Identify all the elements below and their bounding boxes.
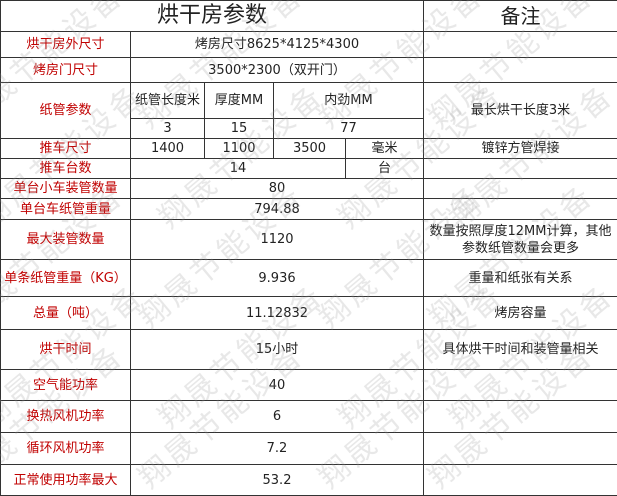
row-remark: 数量按照厚度12MM计算，其他参数纸管数量会更多	[424, 220, 617, 260]
row-label: 烤房门尺寸	[1, 58, 131, 83]
remark-header: 备注	[424, 1, 617, 32]
table-row: 推车尺寸 1400 1100 3500 毫米 镀锌方管焊接	[1, 139, 617, 159]
table-row: 空气能功率 40	[1, 370, 617, 401]
row-label: 总量（吨）	[1, 297, 131, 330]
cart-size-value: 1400	[131, 139, 205, 159]
tube-inner-diameter-value: 77	[274, 119, 424, 139]
row-label: 换热风机功率	[1, 401, 131, 433]
table-row: 烤房门尺寸 3500*2300（双开门）	[1, 58, 617, 83]
row-value: 53.2	[131, 465, 424, 496]
row-remark	[424, 179, 617, 199]
row-value: 40	[131, 370, 424, 401]
row-value: 11.12832	[131, 297, 424, 330]
table-row: 循环风机功率 7.2	[1, 433, 617, 465]
cart-size-unit: 毫米	[346, 139, 424, 159]
cart-size-value: 3500	[274, 139, 346, 159]
row-value: 9.936	[131, 260, 424, 297]
row-remark	[424, 159, 617, 179]
row-remark	[424, 32, 617, 58]
row-remark	[424, 401, 617, 433]
table-row: 最大装管数量 1120 数量按照厚度12MM计算，其他参数纸管数量会更多	[1, 220, 617, 260]
tube-length-value: 3	[131, 119, 205, 139]
row-label: 烘干时间	[1, 330, 131, 370]
row-label: 单条纸管重量（KG）	[1, 260, 131, 297]
row-remark: 镀锌方管焊接	[424, 139, 617, 159]
row-remark: 烤房容量	[424, 297, 617, 330]
table-row: 推车台数 14 台	[1, 159, 617, 179]
row-remark	[424, 465, 617, 496]
row-label: 烘干房外尺寸	[1, 32, 131, 58]
row-label: 最大装管数量	[1, 220, 131, 260]
row-value: 794.88	[131, 199, 424, 220]
row-value: 14	[131, 159, 346, 179]
tube-thickness-value: 15	[205, 119, 274, 139]
row-value: 烤房尺寸8625*4125*4300	[131, 32, 424, 58]
row-remark	[424, 58, 617, 83]
row-value: 15小时	[131, 330, 424, 370]
sub-header-thickness: 厚度MM	[205, 83, 274, 119]
row-remark	[424, 370, 617, 401]
row-label: 循环风机功率	[1, 433, 131, 465]
row-value: 1120	[131, 220, 424, 260]
table-row: 单台小车装管数量 80	[1, 179, 617, 199]
row-value: 80	[131, 179, 424, 199]
row-value: 3500*2300（双开门）	[131, 58, 424, 83]
table-row: 单条纸管重量（KG） 9.936 重量和纸张有关系	[1, 260, 617, 297]
table-row: 烘干房外尺寸 烤房尺寸8625*4125*4300	[1, 32, 617, 58]
row-label: 推车尺寸	[1, 139, 131, 159]
row-label: 单台车纸管重量	[1, 199, 131, 220]
row-label: 单台小车装管数量	[1, 179, 131, 199]
sub-header-length: 纸管长度米	[131, 83, 205, 119]
row-remark: 最长烘干长度3米	[424, 83, 617, 139]
cart-count-unit: 台	[346, 159, 424, 179]
row-remark: 具体烘干时间和装管量相关	[424, 330, 617, 370]
table-row: 换热风机功率 6	[1, 401, 617, 433]
table-row: 正常使用功率最大 53.2	[1, 465, 617, 496]
row-label: 纸管参数	[1, 83, 131, 139]
row-remark	[424, 433, 617, 465]
row-label: 正常使用功率最大	[1, 465, 131, 496]
row-remark	[424, 199, 617, 220]
cart-size-value: 1100	[205, 139, 274, 159]
row-value: 7.2	[131, 433, 424, 465]
table-row: 烘干时间 15小时 具体烘干时间和装管量相关	[1, 330, 617, 370]
table-row: 单台车纸管重量 794.88	[1, 199, 617, 220]
row-remark: 重量和纸张有关系	[424, 260, 617, 297]
sub-header-inner-diameter: 内劲MM	[274, 83, 424, 119]
table-title: 烘干房参数	[1, 1, 424, 32]
row-label: 推车台数	[1, 159, 131, 179]
table-row: 总量（吨） 11.12832 烤房容量	[1, 297, 617, 330]
row-label: 空气能功率	[1, 370, 131, 401]
row-value: 6	[131, 401, 424, 433]
table-row: 纸管参数 纸管长度米 厚度MM 内劲MM 最长烘干长度3米	[1, 83, 617, 119]
